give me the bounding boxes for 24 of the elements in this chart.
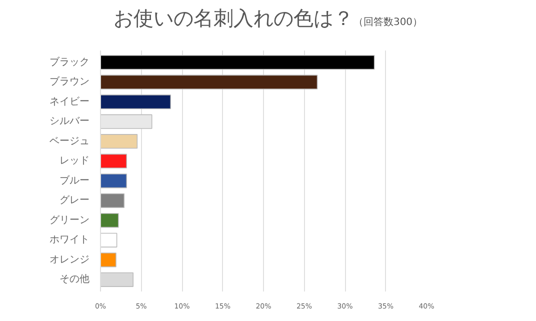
y-tick-label: その他 bbox=[60, 273, 90, 286]
y-tick-label: ホワイト bbox=[50, 234, 90, 246]
y-tick-label: ネイビー bbox=[50, 96, 90, 108]
bar bbox=[100, 134, 138, 149]
chart-subtitle: （回答数300） bbox=[353, 17, 423, 28]
y-tick-label: ベージュ bbox=[50, 136, 90, 147]
bar bbox=[100, 74, 318, 90]
bar bbox=[100, 154, 127, 168]
y-tick-label: オレンジ bbox=[50, 254, 90, 266]
bar bbox=[100, 193, 125, 208]
bar bbox=[100, 55, 375, 70]
y-tick-label: グレー bbox=[60, 195, 90, 206]
y-tick-label: レッド bbox=[60, 156, 90, 167]
bar bbox=[100, 252, 116, 268]
y-tick-label: シルバー bbox=[50, 116, 90, 128]
bar bbox=[100, 94, 171, 110]
y-tick-label: ブラウン bbox=[50, 76, 90, 88]
y-tick-label: グリーン bbox=[50, 214, 90, 226]
bar bbox=[100, 213, 119, 228]
y-tick-label: ブラック bbox=[50, 56, 90, 68]
bar bbox=[100, 174, 127, 188]
y-tick-label: ブルー bbox=[60, 174, 90, 186]
bar bbox=[100, 232, 118, 248]
chart-title: お使いの名刺入れの色は？ bbox=[113, 6, 354, 30]
